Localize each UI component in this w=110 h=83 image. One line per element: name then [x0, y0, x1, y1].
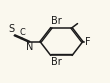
Text: Br: Br: [51, 16, 62, 26]
Text: N: N: [26, 42, 34, 52]
Text: C: C: [19, 28, 25, 37]
Text: F: F: [85, 37, 90, 46]
Text: S: S: [8, 24, 14, 34]
Text: Br: Br: [51, 57, 62, 67]
